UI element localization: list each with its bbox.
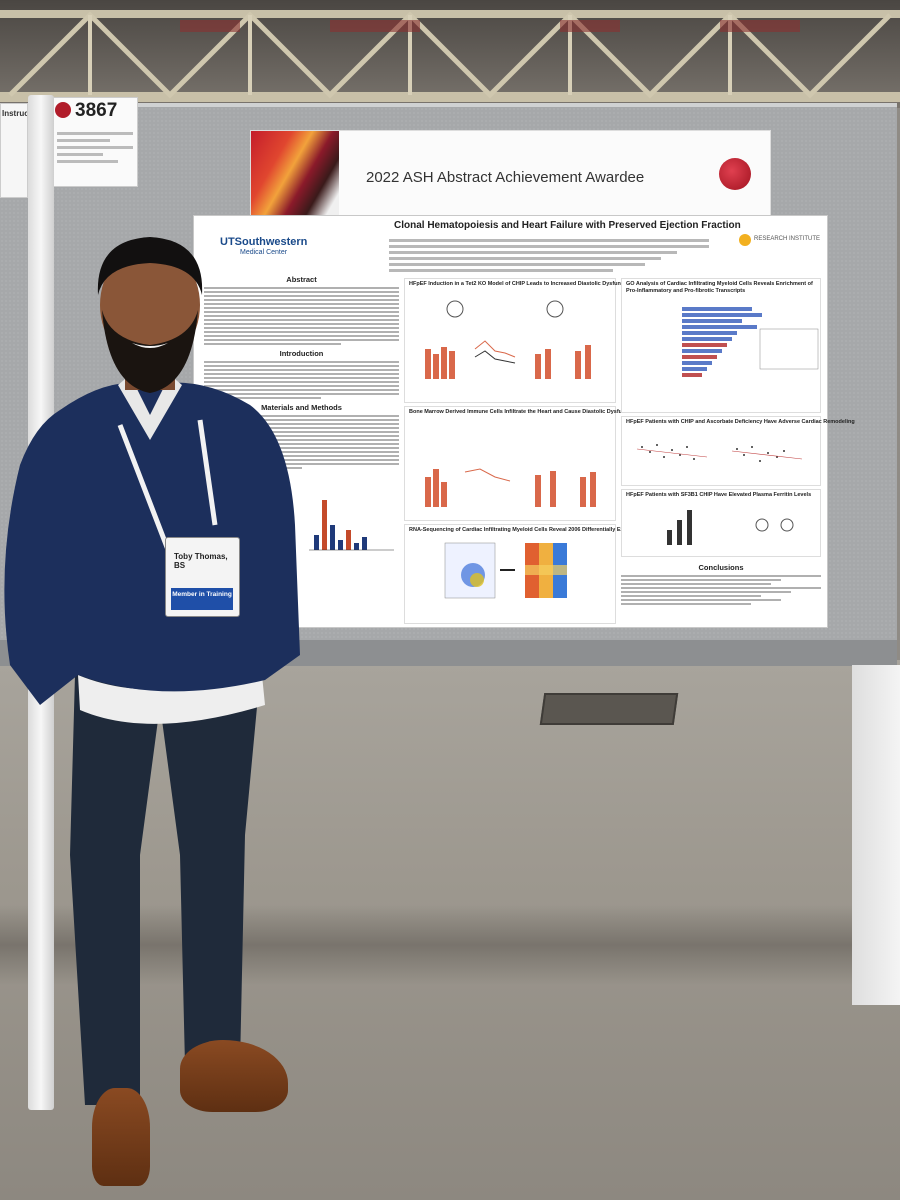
poster-conclusions: Conclusions	[621, 559, 821, 607]
go-analysis-bar-chart	[682, 307, 819, 377]
panel-bone-marrow: Bone Marrow Derived Immune Cells Infiltr…	[404, 406, 639, 521]
banner-title: 2022 ASH Abstract Achievement Awardee	[366, 169, 645, 186]
panel-ascorbate: HFpEF Patients with CHIP and Ascorbate D…	[621, 416, 855, 486]
utsw-logo: UTSouthwestern	[220, 236, 308, 248]
ascorbate-scatter-plots	[636, 444, 803, 462]
introduction-text	[204, 361, 399, 399]
floor-shadow	[0, 905, 900, 985]
badge-stripe-text: Member in Training	[172, 591, 232, 598]
panel-hfpef-induction-title: HFpEF Induction in a Tet2 KO Model of CH…	[409, 281, 635, 287]
name-badge: Toby Thomas, BS Member in Training	[165, 537, 240, 617]
side-instruction-card: Instructi	[0, 103, 28, 198]
section-conclusions: Conclusions	[698, 563, 744, 572]
badge-stripe: Member in Training	[171, 588, 233, 610]
section-introduction: Introduction	[279, 349, 324, 358]
abstract-text	[204, 287, 399, 345]
ash-logo-icon	[719, 158, 751, 190]
presenter-hair	[97, 237, 203, 295]
panel-ferritin-title: HFpEF Patients with SF3B1 CHIP Have Elev…	[626, 492, 812, 498]
research-poster: UTSouthwestern Medical Center Clonal Hem…	[193, 215, 855, 628]
presenter	[4, 237, 300, 1105]
ferritin-figures	[667, 510, 794, 545]
lanyard	[117, 419, 218, 556]
poster-column-left: Abstract Introduction Materials and Meth…	[204, 271, 399, 560]
presenter-face	[100, 245, 200, 365]
presenter-collar	[118, 375, 182, 440]
booth-number-card: 3867	[50, 97, 138, 187]
panel-bone-marrow-title: Bone Marrow Derived Immune Cells Infiltr…	[409, 409, 639, 415]
bone-marrow-figures	[425, 468, 596, 507]
section-abstract: Abstract	[286, 275, 317, 284]
floor-vent	[539, 693, 679, 725]
ash-logo-icon	[55, 102, 71, 118]
adjacent-booth-panel	[852, 665, 900, 1005]
presenter-pants	[70, 675, 260, 1105]
research-institute-logo-icon	[739, 234, 751, 246]
presenter-sweater	[4, 382, 300, 705]
utsw-logo-sub: Medical Center	[240, 249, 288, 256]
panel-rna-seq-title: RNA-Sequencing of Cardiac Infiltrating M…	[409, 527, 663, 533]
panel-go-analysis-title: GO Analysis of Cardiac Infiltrating Myel…	[626, 281, 813, 294]
booth-card-text	[57, 128, 133, 167]
rna-seq-figures	[444, 542, 567, 599]
hfpef-induction-figures	[425, 300, 591, 379]
panel-ferritin: HFpEF Patients with SF3B1 CHIP Have Elev…	[621, 489, 821, 557]
panel-ascorbate-title: HFpEF Patients with CHIP and Ascorbate D…	[626, 419, 855, 425]
panel-rna-seq: RNA-Sequencing of Cardiac Infiltrating M…	[404, 524, 663, 624]
poster-authors	[389, 236, 709, 275]
results-bar-chart	[309, 500, 394, 551]
side-card-text: Instructi	[2, 109, 27, 118]
section-methods: Materials and Methods	[261, 403, 342, 412]
panel-go-analysis: GO Analysis of Cardiac Infiltrating Myel…	[621, 278, 821, 413]
badge-name: Toby Thomas, BS	[174, 552, 228, 570]
panel-hfpef-induction: HFpEF Induction in a Tet2 KO Model of CH…	[404, 278, 634, 403]
ceiling-trusses	[0, 0, 900, 108]
booth-number: 3867	[75, 100, 118, 121]
poster-title: Clonal Hematopoiesis and Heart Failure w…	[394, 220, 741, 231]
research-institute-label: RESEARCH INSTITUTE	[754, 236, 821, 242]
banner-artwork	[251, 131, 339, 217]
presenter-left-shoe	[92, 1088, 150, 1186]
conclusions-text	[621, 575, 821, 605]
presenter-beard	[102, 310, 198, 393]
award-banner: 2022 ASH Abstract Achievement Awardee	[250, 130, 771, 217]
